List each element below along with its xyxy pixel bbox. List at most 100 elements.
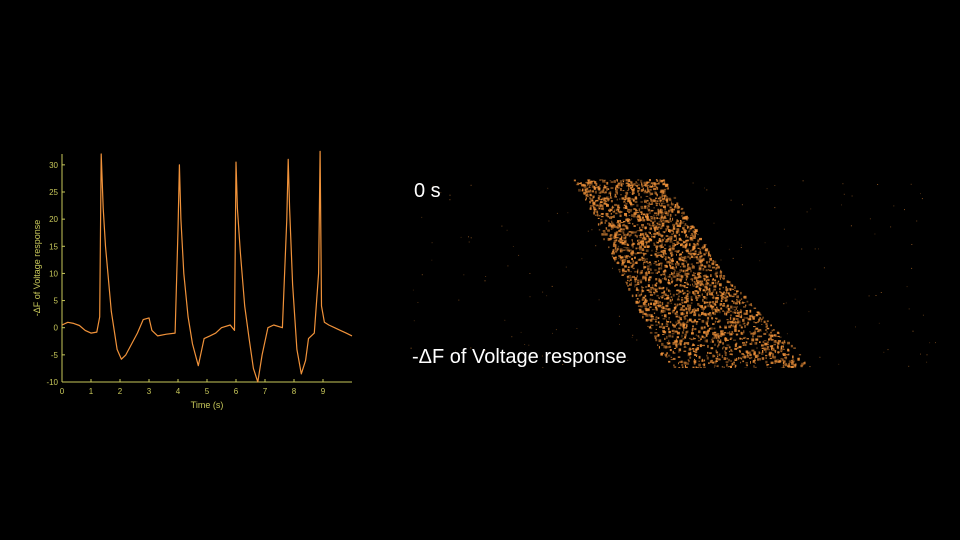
x-tick-label: 6 [234, 387, 239, 396]
kymograph-signal-pixel [611, 206, 614, 209]
kymograph-signal-pixel [717, 339, 720, 342]
kymograph-signal-pixel [663, 196, 666, 200]
kymograph-signal-pixel [641, 242, 644, 246]
kymograph-signal-pixel [654, 301, 656, 304]
kymograph-signal-pixel [674, 244, 677, 246]
kymograph-signal-pixel [619, 241, 622, 244]
kymograph-signal-pixel [593, 210, 596, 212]
kymograph-noise-pixel [704, 187, 705, 189]
kymograph-signal-pixel [734, 347, 738, 350]
kymograph-signal-pixel [702, 258, 705, 261]
kymograph-signal-pixel [722, 334, 724, 337]
kymograph-signal-pixel [640, 305, 643, 308]
kymograph-noise-pixel [814, 248, 816, 250]
kymograph-signal-pixel [658, 304, 661, 307]
kymograph-signal-pixel [656, 222, 659, 225]
kymograph-signal-pixel [680, 360, 683, 363]
kymograph-signal-pixel [678, 257, 682, 261]
kymograph-signal-pixel [589, 193, 592, 196]
kymograph-signal-pixel [640, 196, 642, 199]
kymograph-signal-pixel [588, 186, 591, 188]
kymograph-signal-pixel [702, 309, 704, 312]
kymograph-signal-pixel [728, 310, 730, 313]
kymograph-signal-pixel [679, 225, 682, 227]
kymograph-signal-pixel [738, 357, 740, 360]
kymograph-signal-pixel [687, 236, 689, 238]
kymograph-signal-pixel [737, 310, 739, 312]
kymograph-signal-pixel [676, 298, 680, 301]
kymograph-signal-pixel [658, 339, 662, 343]
kymograph-signal-pixel [595, 210, 598, 213]
kymograph-noise-pixel [598, 299, 600, 301]
kymograph-signal-pixel [622, 228, 625, 231]
kymograph-signal-pixel [658, 267, 660, 270]
kymograph-signal-pixel [699, 260, 702, 264]
kymograph-signal-pixel [612, 249, 614, 253]
kymograph-signal-pixel [650, 272, 654, 274]
kymograph-signal-pixel [599, 201, 603, 204]
kymograph-signal-pixel [668, 209, 671, 213]
kymograph-signal-pixel [665, 256, 667, 259]
kymograph-signal-pixel [777, 342, 780, 345]
kymograph-signal-pixel [602, 188, 605, 191]
kymograph-signal-pixel [690, 348, 693, 351]
kymograph-signal-pixel [746, 338, 749, 340]
kymograph-noise-pixel [666, 342, 668, 344]
kymograph-signal-pixel [678, 233, 680, 236]
kymograph-noise-pixel [842, 183, 844, 185]
kymograph-signal-pixel [664, 307, 668, 310]
kymograph-signal-pixel [772, 347, 775, 349]
kymograph-signal-pixel [637, 214, 640, 218]
y-tick-label: 30 [49, 161, 58, 170]
kymograph-signal-pixel [714, 336, 717, 339]
kymograph-signal-pixel [669, 264, 672, 268]
kymograph-signal-pixel [615, 232, 617, 235]
kymograph-signal-pixel [615, 195, 617, 198]
kymograph-signal-pixel [702, 275, 706, 277]
kymograph-signal-pixel [645, 273, 648, 276]
kymograph-noise-pixel [843, 193, 845, 195]
kymograph-signal-pixel [674, 312, 677, 315]
kymograph-signal-pixel [605, 212, 609, 216]
kymograph-signal-pixel [628, 234, 631, 238]
kymograph-signal-pixel [669, 220, 672, 223]
kymograph-signal-pixel [668, 229, 671, 232]
kymograph-signal-pixel [678, 292, 680, 295]
kymograph-signal-pixel [753, 360, 756, 362]
kymograph-signal-pixel [714, 281, 717, 285]
kymograph-signal-pixel [672, 276, 675, 278]
kymograph-signal-pixel [684, 229, 687, 233]
kymograph-signal-pixel [660, 220, 663, 223]
kymograph-signal-pixel [692, 230, 694, 233]
kymograph-signal-pixel [719, 341, 722, 344]
kymograph-signal-pixel [746, 364, 748, 367]
kymograph-signal-pixel [654, 199, 657, 203]
kymograph-signal-pixel [737, 300, 740, 303]
kymograph-signal-pixel [699, 276, 702, 278]
kymograph-signal-pixel [746, 310, 748, 312]
kymograph-signal-pixel [707, 269, 710, 271]
kymograph-signal-pixel [666, 321, 670, 323]
kymograph-noise-pixel [626, 197, 628, 199]
kymograph-signal-pixel [610, 212, 612, 215]
kymograph-signal-pixel [770, 334, 773, 337]
kymograph-signal-pixel [681, 231, 684, 233]
kymograph-signal-pixel [682, 269, 685, 273]
kymograph-signal-pixel [749, 318, 751, 320]
kymograph-signal-pixel [691, 321, 695, 324]
kymograph-signal-pixel [698, 304, 701, 307]
kymograph-signal-pixel [590, 180, 593, 183]
kymograph-signal-pixel [640, 272, 643, 274]
kymograph-signal-pixel [654, 332, 658, 334]
kymograph-signal-pixel [757, 335, 760, 338]
kymograph-signal-pixel [682, 327, 686, 329]
kymograph-signal-pixel [650, 302, 652, 305]
kymograph-signal-pixel [610, 200, 613, 203]
kymograph-signal-pixel [688, 359, 690, 362]
kymograph-signal-pixel [654, 212, 657, 215]
kymograph-signal-pixel [659, 233, 662, 235]
kymograph-signal-pixel [662, 202, 666, 204]
kymograph-signal-pixel [609, 234, 611, 237]
kymograph-noise-pixel [766, 188, 768, 190]
kymograph-signal-pixel [660, 212, 664, 215]
